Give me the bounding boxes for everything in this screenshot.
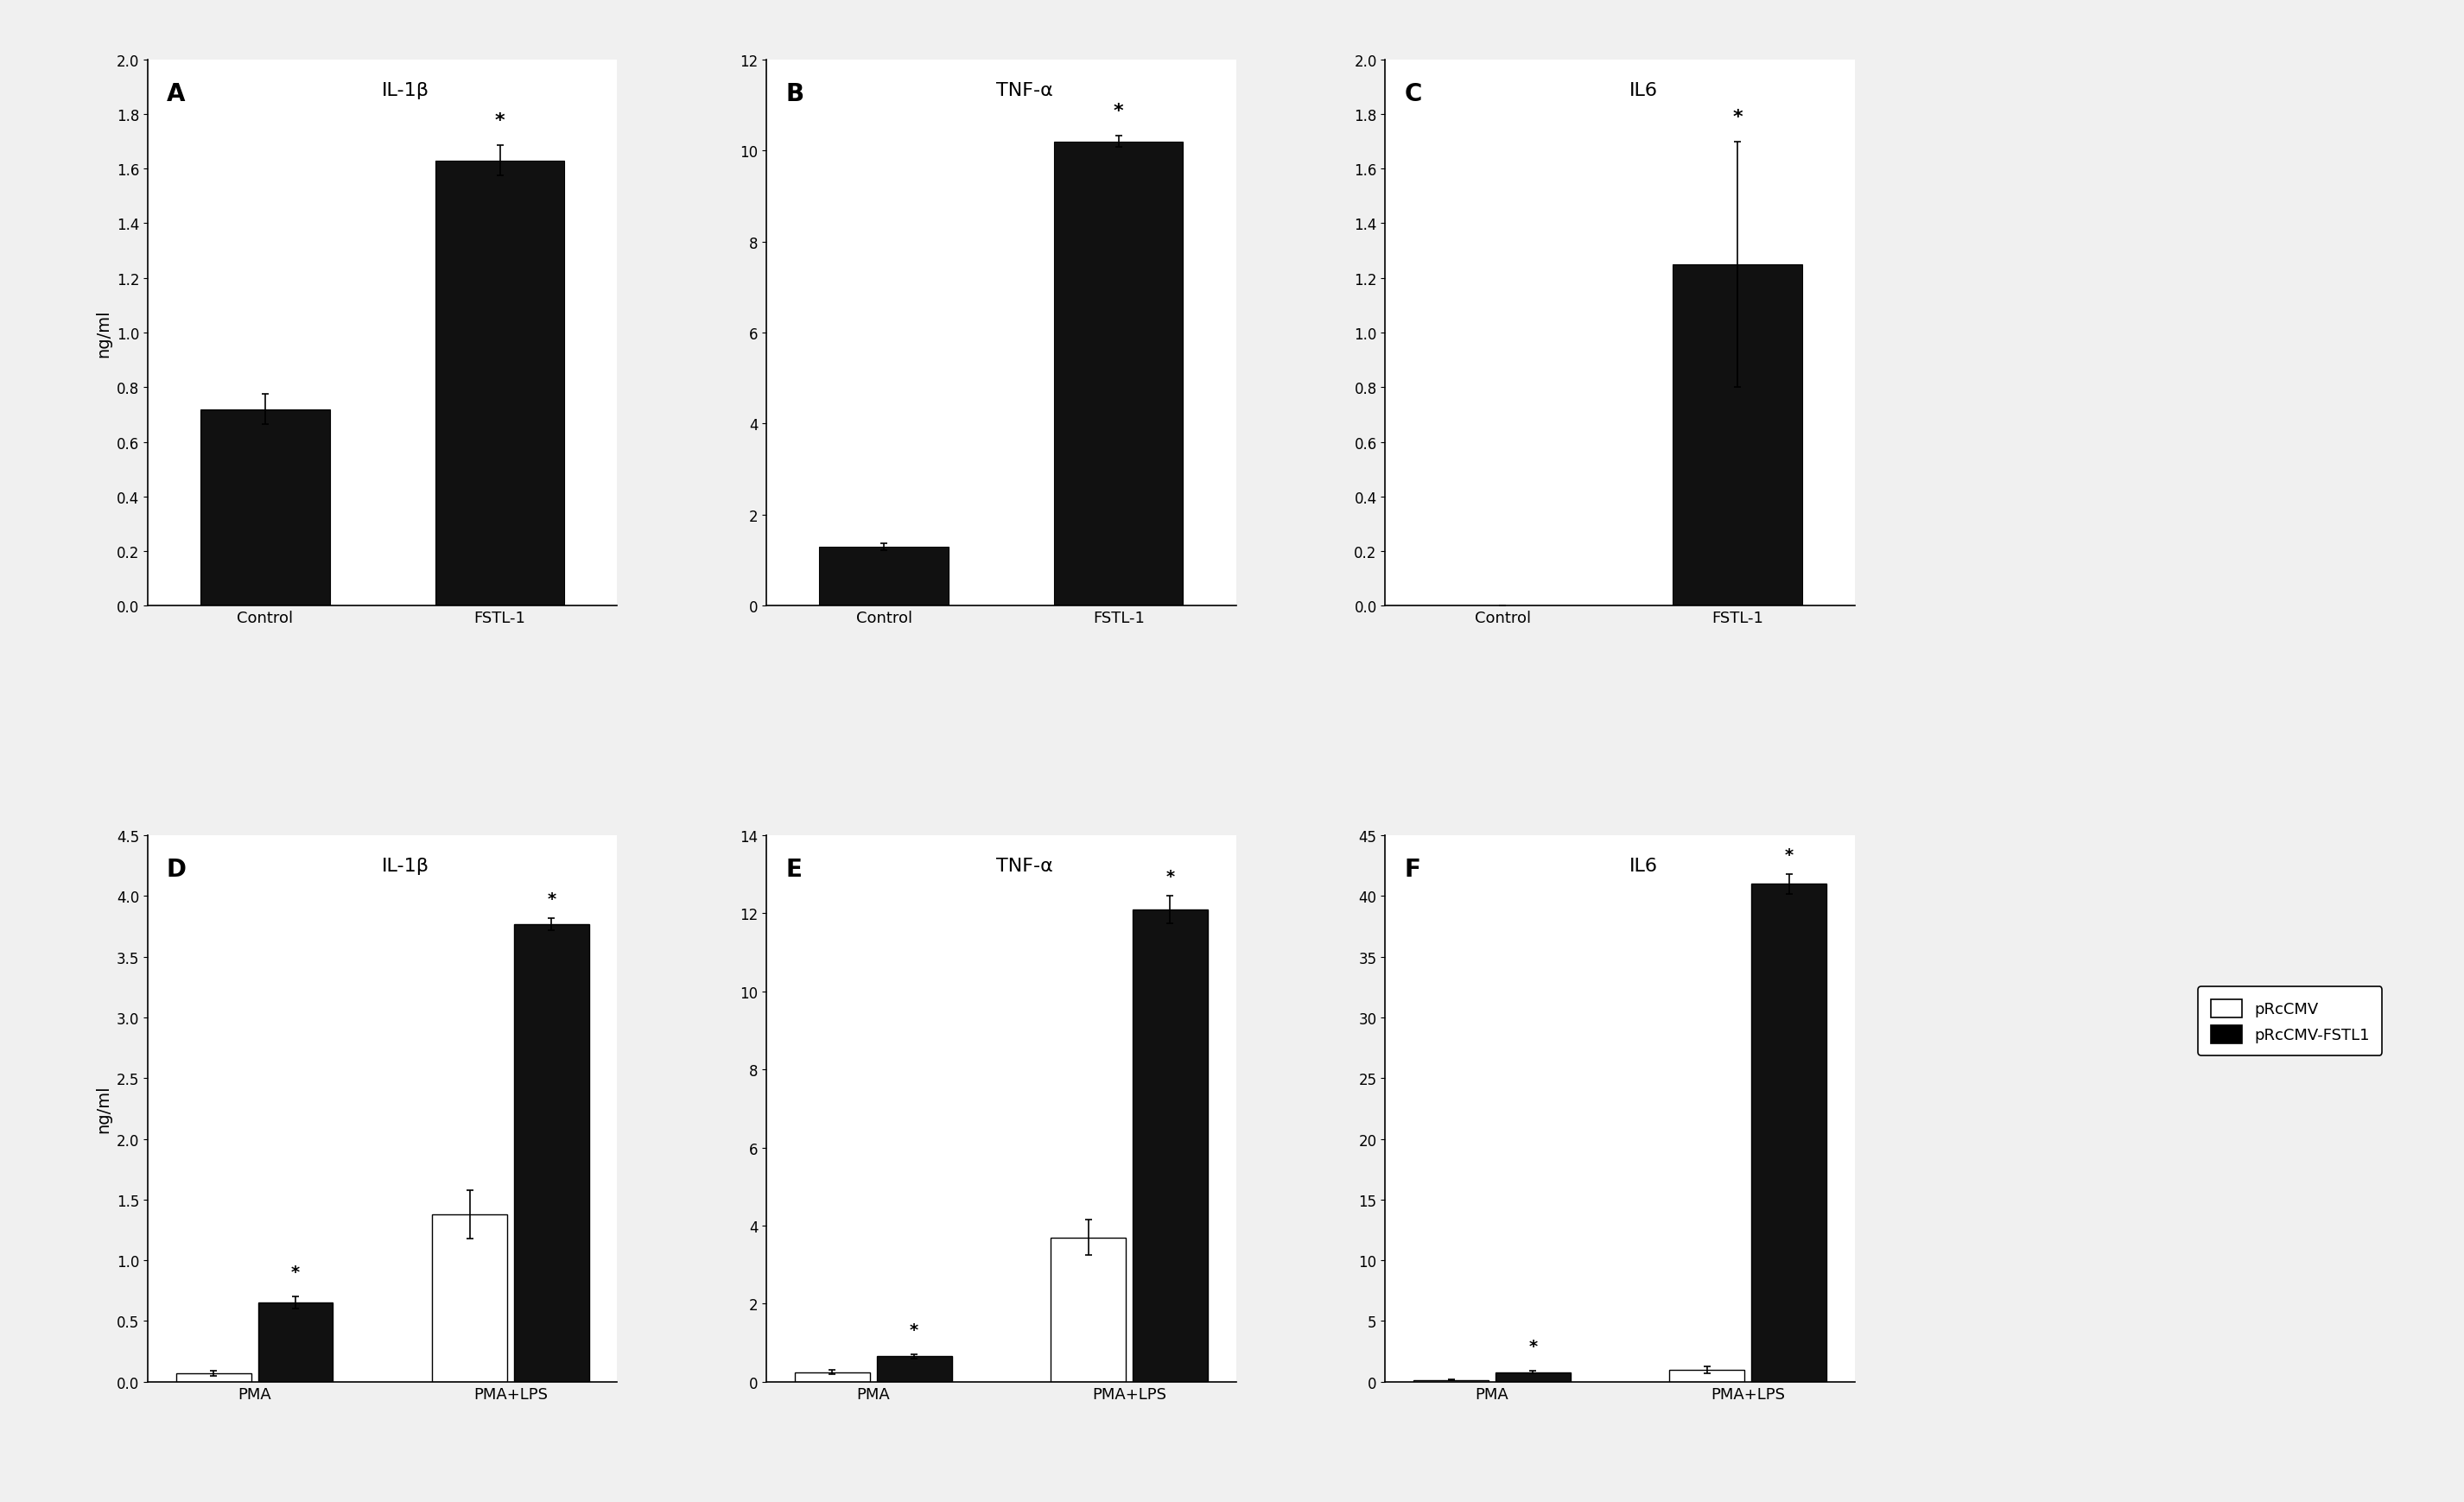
Bar (1055, 143, 1183, 607)
Text: IL-1β: IL-1β (382, 858, 429, 874)
Bar (877, 1356, 951, 1382)
Bar (431, 1214, 508, 1382)
Text: *: * (291, 1265, 301, 1281)
Text: IL6: IL6 (1629, 83, 1658, 99)
Text: *: * (1165, 868, 1175, 885)
Text: E: E (786, 858, 801, 882)
Legend: pRcCMV, pRcCMV-FSTL1: pRcCMV, pRcCMV-FSTL1 (2198, 987, 2383, 1056)
Text: *: * (1784, 847, 1794, 864)
Bar (515, 924, 589, 1382)
Text: A: A (168, 83, 185, 107)
Y-axis label: ng/ml: ng/ml (96, 1084, 111, 1133)
Text: IL6: IL6 (1629, 858, 1658, 874)
Bar (1673, 264, 1801, 607)
Bar (200, 410, 330, 607)
Bar (436, 161, 564, 607)
Bar (1133, 910, 1207, 1382)
Bar (1050, 1238, 1126, 1382)
Text: B: B (786, 83, 803, 107)
Text: *: * (1114, 104, 1124, 120)
Bar (1752, 885, 1826, 1382)
Y-axis label: ng/ml: ng/ml (96, 309, 111, 357)
Text: F: F (1404, 858, 1419, 882)
Bar (175, 1373, 251, 1382)
Text: IL-1β: IL-1β (382, 83, 429, 99)
Bar (796, 1373, 870, 1382)
Bar (1496, 1373, 1570, 1382)
Bar (1414, 1380, 1488, 1382)
Text: *: * (547, 891, 557, 907)
Text: TNF-α: TNF-α (995, 858, 1052, 874)
Bar (1671, 1370, 1745, 1382)
Text: C: C (1404, 83, 1422, 107)
Text: *: * (1528, 1338, 1538, 1355)
Text: *: * (495, 113, 505, 129)
Bar (821, 547, 949, 607)
Text: *: * (909, 1322, 919, 1338)
Bar (259, 1302, 333, 1382)
Text: TNF-α: TNF-α (995, 83, 1052, 99)
Text: *: * (1732, 108, 1742, 126)
Text: D: D (168, 858, 187, 882)
